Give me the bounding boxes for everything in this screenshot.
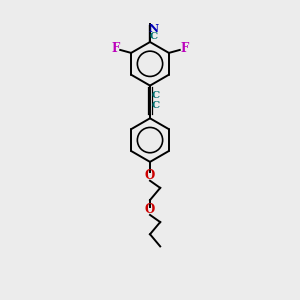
Text: C: C <box>152 101 160 110</box>
Text: O: O <box>145 203 155 217</box>
Text: C: C <box>152 91 160 100</box>
Text: C: C <box>149 32 158 40</box>
Text: N: N <box>148 22 158 34</box>
Text: F: F <box>111 42 119 56</box>
Text: F: F <box>181 42 189 56</box>
Text: O: O <box>145 169 155 182</box>
